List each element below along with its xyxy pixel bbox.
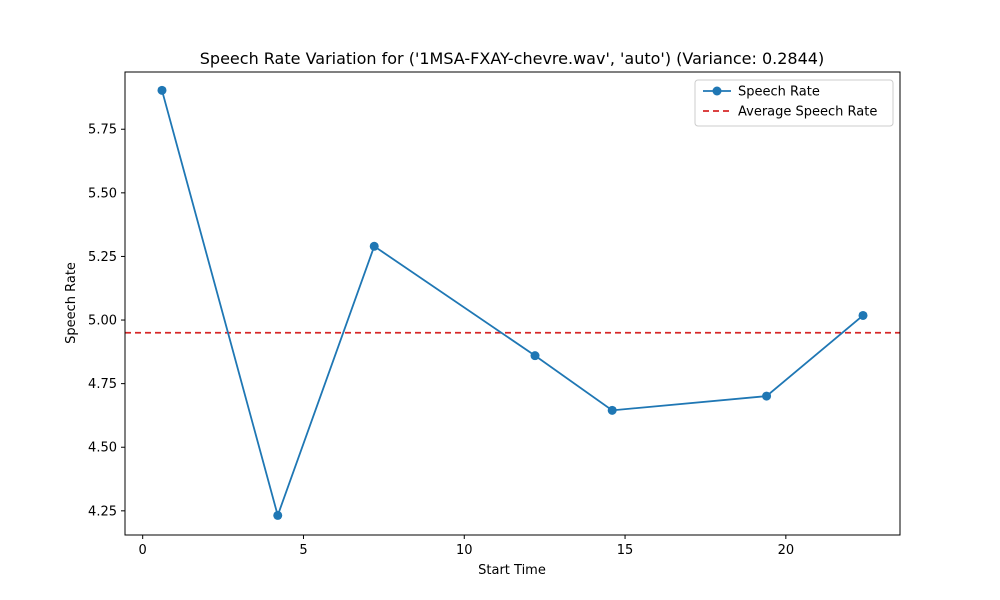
x-tick-label: 10 <box>456 543 473 558</box>
y-axis-label: Speech Rate <box>64 262 79 344</box>
x-tick-label: 15 <box>617 543 634 558</box>
data-point <box>607 405 617 415</box>
legend: Speech Rate Average Speech Rate <box>694 79 894 127</box>
legend-average-label: Average Speech Rate <box>738 105 877 120</box>
y-tick-label: 5.50 <box>88 186 117 201</box>
data-point <box>762 391 772 401</box>
data-point <box>157 85 167 95</box>
data-point <box>530 351 540 361</box>
x-tick-label: 5 <box>299 543 307 558</box>
y-tick-label: 5.00 <box>88 314 117 329</box>
y-tick-label: 5.25 <box>88 250 117 265</box>
y-tick-label: 4.50 <box>88 441 117 456</box>
data-point <box>369 241 379 251</box>
legend-speech-rate-marker <box>712 86 722 96</box>
data-point <box>858 310 868 320</box>
speech-rate-series-line <box>161 90 864 519</box>
plot-frame <box>124 71 901 536</box>
x-tick-label: 20 <box>778 543 795 558</box>
data-point <box>273 510 283 520</box>
legend-box <box>694 79 894 127</box>
x-axis-label: Start Time <box>478 563 546 578</box>
y-tick-label: 4.75 <box>88 377 117 392</box>
y-tick-label: 4.25 <box>88 504 117 519</box>
legend-speech-rate-label: Speech Rate <box>738 85 820 100</box>
y-tick-label: 5.75 <box>88 123 117 138</box>
x-tick-label: 0 <box>139 543 147 558</box>
chart-title: Speech Rate Variation for ('1MSA-FXAY-ch… <box>200 49 824 68</box>
